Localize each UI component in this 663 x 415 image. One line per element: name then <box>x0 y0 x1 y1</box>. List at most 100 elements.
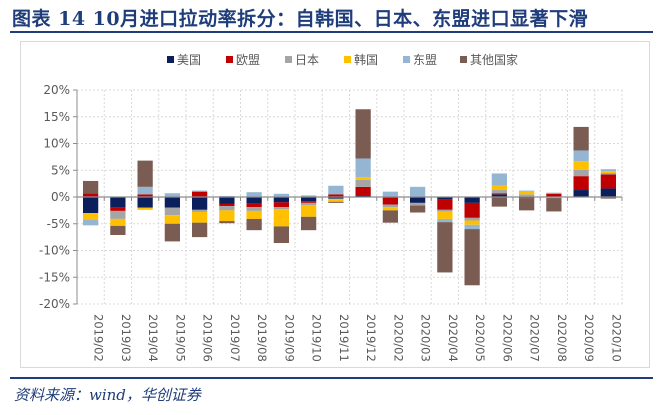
bar-segment <box>491 185 508 191</box>
y-tick-label: -20% <box>39 297 70 311</box>
bar-stack <box>382 191 399 223</box>
y-tick-label: 10% <box>43 137 70 151</box>
bar-segment <box>600 171 617 173</box>
bar-segment <box>273 193 290 197</box>
x-tick-label: 2020/02 <box>391 314 405 362</box>
x-tick-label: 2020/09 <box>582 314 596 362</box>
bar-segment <box>518 198 535 211</box>
bar-segment <box>191 222 208 238</box>
x-axis: 2019/02 2019/03 2019/04 2019/05 2019/06 2019/… <box>76 196 623 362</box>
bar-segment <box>300 197 317 202</box>
bar-segment <box>191 211 208 223</box>
x-tick-label: 2020/04 <box>446 314 460 362</box>
bar-segment <box>300 202 317 206</box>
bar-segment <box>518 190 535 192</box>
bar-segment <box>355 186 371 196</box>
x-tick-label: 2020/08 <box>555 314 569 362</box>
bar-segment <box>273 209 290 227</box>
bar-segment <box>464 202 480 218</box>
bar-segment <box>437 218 453 223</box>
x-tick-label: 2019/04 <box>146 314 160 362</box>
y-tick-label: 15% <box>43 110 70 124</box>
y-tick-label: -10% <box>39 244 70 258</box>
bar-segment <box>409 202 426 206</box>
x-tick-label: 2019/10 <box>310 314 324 362</box>
bar-segment <box>137 207 153 210</box>
legend-label: 美国 <box>177 53 201 67</box>
bar-segment <box>82 193 99 197</box>
bar-segment <box>518 191 535 195</box>
bar-segment <box>246 203 262 208</box>
x-tick-label: 2019/12 <box>364 314 378 362</box>
y-axis: 20% 15% 10% 5% 0% -5% -10% -15% -20% <box>39 83 78 311</box>
bar-segment <box>600 197 617 199</box>
bar-segment <box>137 194 153 197</box>
bar-segment <box>409 197 426 203</box>
x-tick-label: 2020/10 <box>609 314 623 362</box>
bar-segment <box>518 194 535 197</box>
bar-segment <box>600 174 617 189</box>
bar-stack <box>409 186 426 213</box>
bar-segment <box>273 197 290 203</box>
bar-segment <box>246 192 262 197</box>
bar-segment <box>246 197 262 204</box>
legend: 美国 欧盟 日本 韩国 东盟 其他国家 <box>167 52 518 67</box>
bar-segment <box>546 193 562 197</box>
bar-segment <box>355 158 371 178</box>
bar-stack <box>464 197 480 286</box>
x-tick-label: 2020/05 <box>473 314 487 362</box>
bar-stack <box>546 192 562 212</box>
bar-segment <box>164 207 181 216</box>
bar-stack <box>518 190 535 211</box>
bar-stack <box>82 180 99 226</box>
bar-segment <box>573 161 589 170</box>
bar-segment <box>382 197 399 205</box>
x-tick-label: 2020/06 <box>500 314 514 362</box>
bar-segment <box>300 195 317 197</box>
bar-segment <box>328 199 344 202</box>
bar-segment <box>137 160 153 187</box>
bar-segment <box>464 220 480 225</box>
bar-segment <box>110 207 126 211</box>
bar-segment <box>600 169 617 172</box>
bar-segment <box>82 197 99 214</box>
legend-item: 欧盟 <box>226 53 260 67</box>
x-tick-label: 2019/06 <box>201 314 215 362</box>
bar-segment <box>110 197 126 208</box>
bar-segment <box>164 215 181 224</box>
y-tick-label: -5% <box>47 217 70 231</box>
chart-frame <box>20 41 650 368</box>
legend-swatch <box>344 56 351 63</box>
footer-rule <box>10 377 653 379</box>
bars <box>82 109 617 286</box>
bar-segment <box>300 201 317 203</box>
bar-segment <box>164 197 181 208</box>
bar-segment <box>355 177 371 180</box>
x-tick-label: 2019/03 <box>119 314 133 362</box>
bar-segment <box>219 221 235 224</box>
legend-label: 日本 <box>295 53 319 67</box>
bar-segment <box>382 210 399 223</box>
bar-segment <box>273 202 290 208</box>
legend-label: 韩国 <box>354 52 378 67</box>
bar-segment <box>464 197 480 203</box>
bar-segment <box>491 197 508 207</box>
bar-segment <box>409 186 426 197</box>
bar-segment <box>437 209 453 212</box>
legend-label: 其他国家 <box>470 52 518 67</box>
bar-segment <box>355 109 371 159</box>
figure-title: 图表 14 10月进口拉动率拆分：自韩国、日本、东盟进口显著下滑 <box>12 8 589 30</box>
bar-segment <box>437 211 453 219</box>
x-tick-label: 2019/05 <box>173 314 187 362</box>
legend-label: 欧盟 <box>236 53 260 67</box>
bar-stack <box>573 126 589 197</box>
bar-stack <box>355 109 371 197</box>
bar-segment <box>491 173 508 186</box>
y-tick-label: -15% <box>39 270 70 284</box>
bar-segment <box>437 222 453 273</box>
bar-segment <box>382 204 399 208</box>
bar-segment <box>191 197 208 210</box>
bar-stack <box>164 193 181 242</box>
bar-segment <box>600 172 617 175</box>
bar-segment <box>164 223 181 242</box>
